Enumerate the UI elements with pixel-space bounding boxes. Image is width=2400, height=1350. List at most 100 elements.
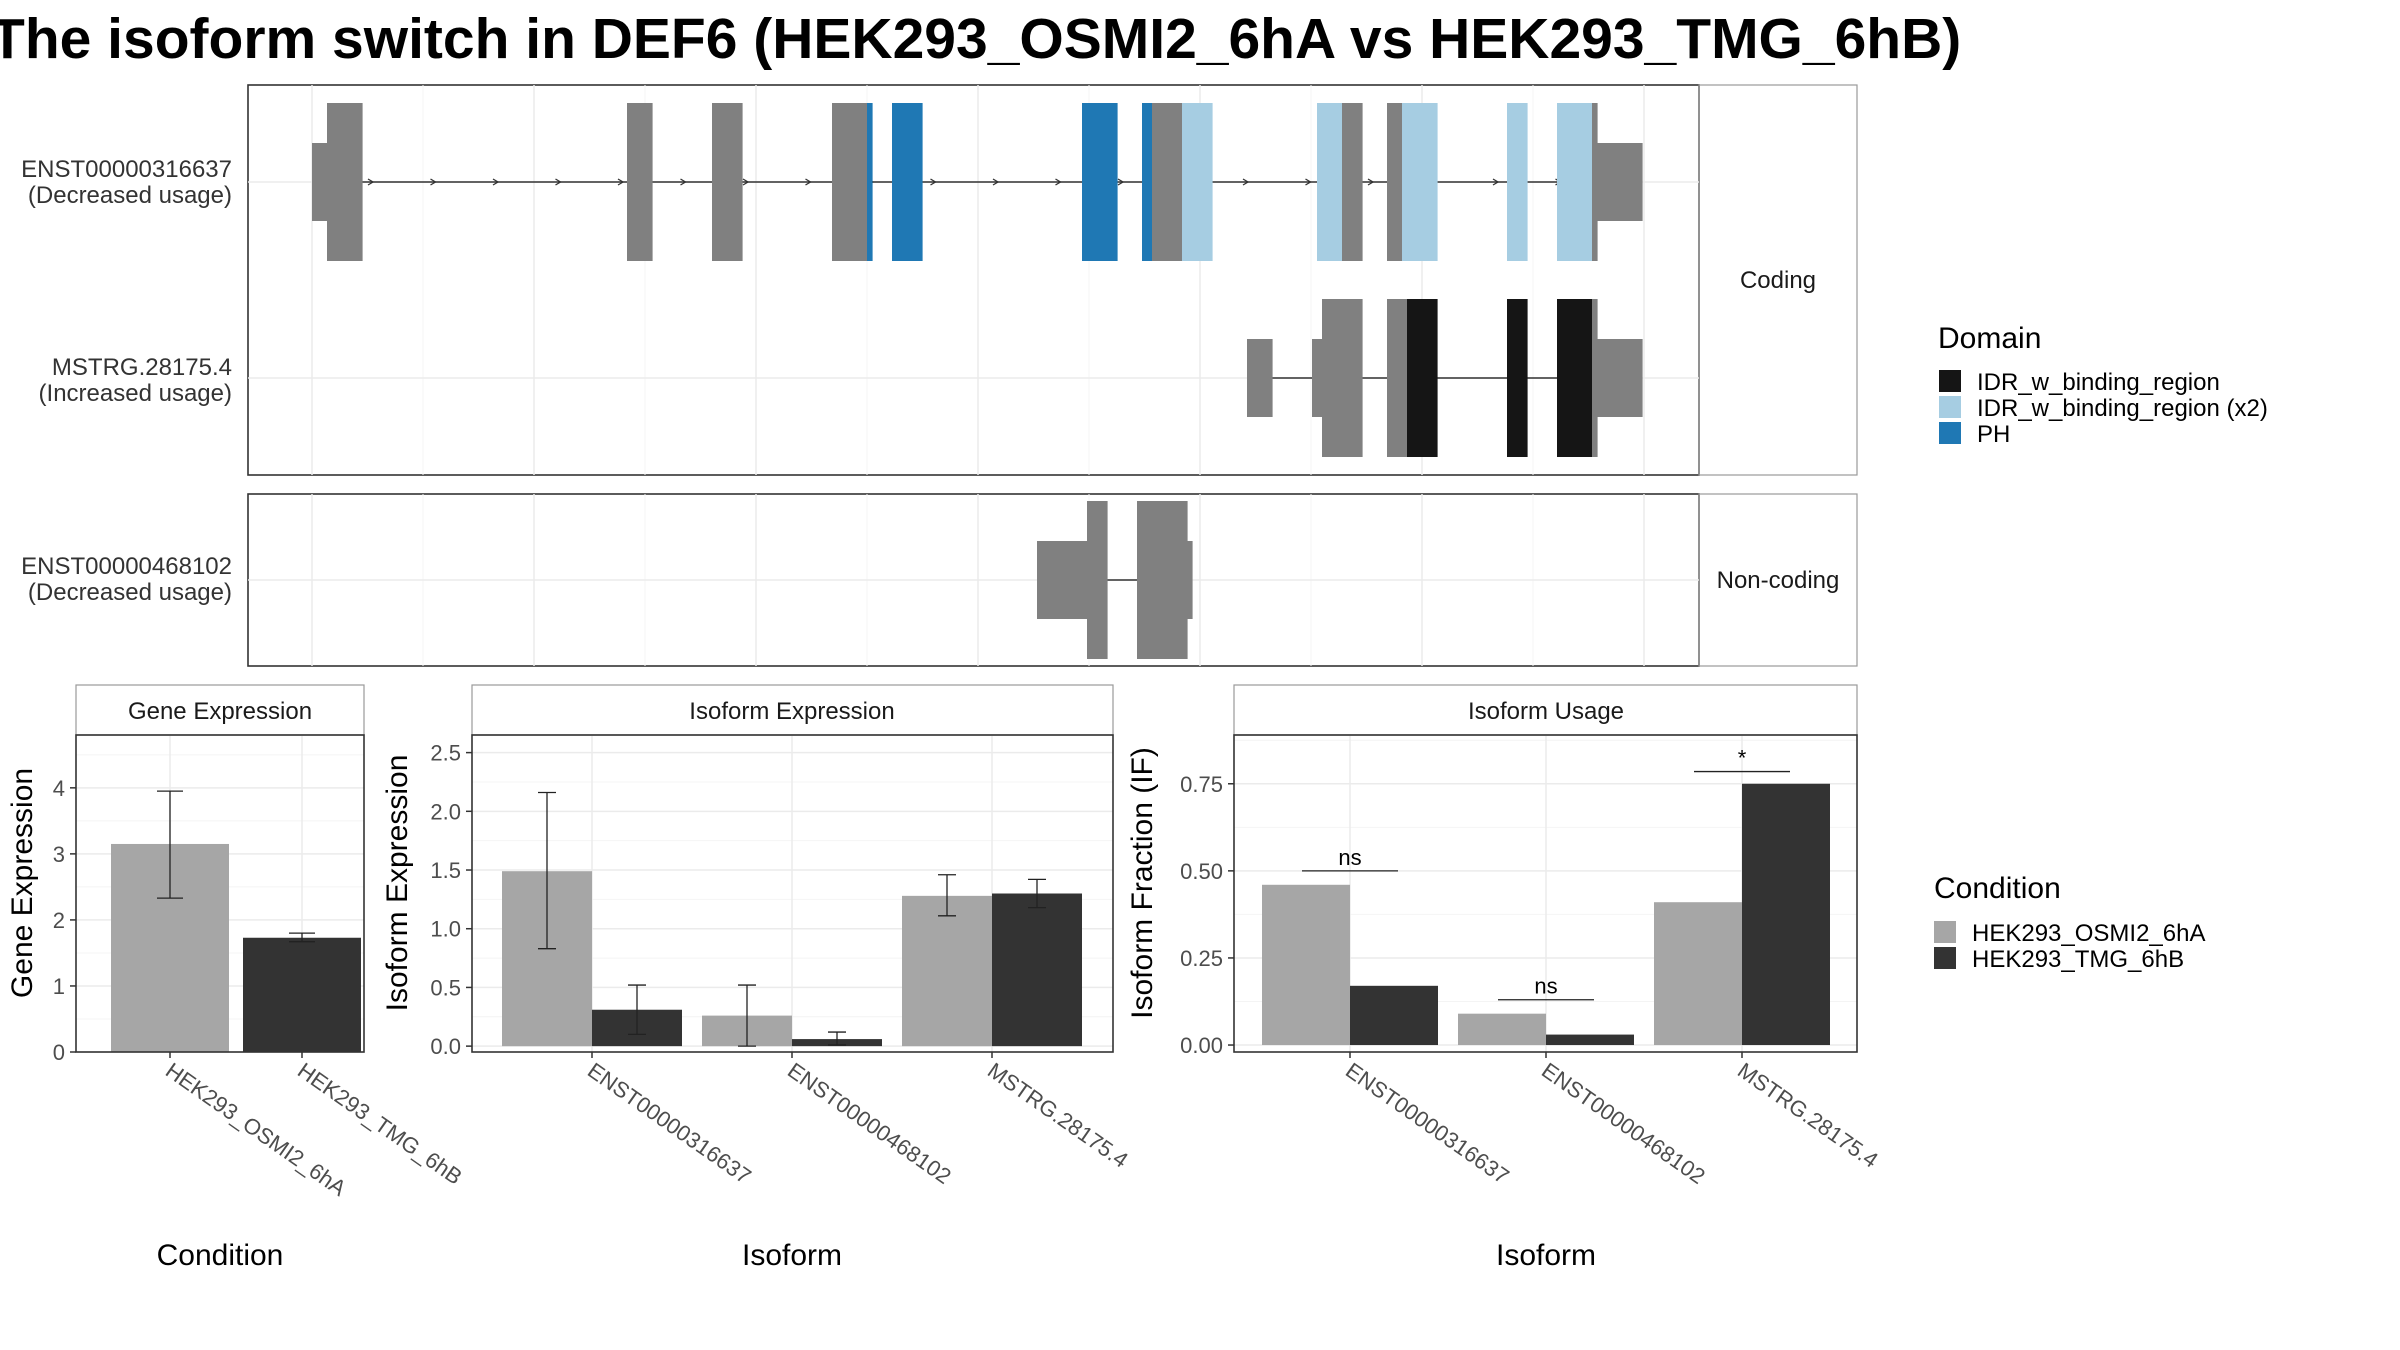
row-label-id: ENST00000468102 (21, 553, 232, 580)
coding-strip (1698, 84, 1858, 476)
strand-arrow (1055, 178, 1062, 186)
domain-block (892, 103, 923, 261)
figure-title: The isoform switch in DEF6 (HEK293_OSMI2… (0, 7, 1961, 71)
gene-expression-ylabel: Gene Expression (6, 768, 39, 998)
x-tick-label: MSTRG.28175.4 (983, 1058, 1133, 1173)
transcript-ENST00000316637 (312, 103, 1643, 261)
domain-block (1182, 103, 1213, 261)
bar (1350, 985, 1438, 1046)
legend-swatch-osmi2 (1934, 921, 1956, 943)
y-tick-label: 0.0 (430, 1034, 461, 1059)
domain-legend-title: Domain (1938, 322, 2041, 355)
exon-block (1597, 339, 1643, 417)
isoform-usage-plot: 0.00 0.25 0.50 0.75 ns ns * ENST00000316637 ENST… (1180, 734, 1883, 1189)
exon-block (312, 143, 328, 221)
strand-arrow (680, 178, 687, 186)
condition-legend-title: Condition (1934, 872, 2061, 905)
strand-arrow (992, 178, 1000, 186)
noncoding-grid (248, 494, 1699, 666)
strand-arrow (930, 178, 937, 186)
row-label-id: ENST00000316637 (21, 156, 232, 183)
transcript-MSTRG.28175.4 (1247, 299, 1643, 457)
legend-swatch-ph (1939, 422, 1961, 444)
legend-swatch-idr (1939, 370, 1961, 392)
strand-arrow (742, 178, 750, 186)
exon-block (1342, 103, 1363, 261)
exon-block (1387, 103, 1403, 261)
bar (1742, 783, 1830, 1046)
bar (992, 893, 1082, 1047)
strand-arrow (430, 178, 437, 186)
exon-block (327, 103, 363, 261)
isoform-expression-title: Isoform Expression (689, 698, 894, 725)
strand-arrow (1305, 178, 1312, 186)
row-label-usage: (Increased usage) (39, 380, 232, 407)
gene-expression-title: Gene Expression (128, 698, 312, 725)
y-tick-label: 1.5 (430, 858, 461, 883)
legend-label-osmi2: HEK293_OSMI2_6hA (1972, 920, 2205, 947)
coding-grid (248, 85, 1699, 475)
noncoding-strip-label: Non-coding (1717, 567, 1840, 594)
x-tick-label: ENST00000316637 (1341, 1058, 1514, 1189)
legend-swatch-tmg (1934, 947, 1956, 969)
significance-label: ns (1534, 974, 1557, 999)
y-tick-label: 0.00 (1180, 1033, 1223, 1058)
y-tick-label: 0 (53, 1040, 65, 1065)
row-label-id: MSTRG.28175.4 (52, 354, 232, 381)
exon-block (1312, 339, 1323, 417)
exon-block (1597, 143, 1643, 221)
y-tick-label: 0.25 (1180, 946, 1223, 971)
strand-arrow (1492, 178, 1500, 186)
gene-expression-xlabel: Condition (157, 1239, 284, 1272)
isoform-expression-plot: 0.0 0.5 1.0 1.5 2.0 2.5 ENST00000316637 ENST000… (430, 734, 1133, 1189)
structure-facet-coding: Coding ENST00000316637 (Decreased usage)… (21, 84, 1858, 476)
y-tick-label: 0.75 (1180, 772, 1223, 797)
y-tick-label: 2.5 (430, 741, 461, 766)
bar (902, 895, 992, 1047)
domain-block (1142, 103, 1153, 261)
isoform-expression-ylabel: Isoform Expression (381, 755, 414, 1012)
transcript-ENST00000468102 (1037, 501, 1193, 659)
domain-block (1557, 103, 1593, 261)
isoform-usage-chart: Isoform Usage 0.00 0.25 0.50 0.75 ns ns * ENST0… (1126, 684, 1883, 1272)
x-tick-label: ENST00000468102 (1537, 1058, 1710, 1189)
exon-block (1137, 501, 1188, 659)
x-tick-label: ENST00000316637 (583, 1058, 756, 1189)
domain-block (1557, 299, 1593, 457)
exon-block (627, 103, 653, 261)
isoform-usage-xlabel: Isoform (1496, 1239, 1596, 1272)
bar (1262, 884, 1350, 1046)
isoform-usage-ylabel: Isoform Fraction (IF) (1126, 747, 1159, 1019)
strand-arrow (555, 178, 562, 186)
bar (1458, 1013, 1546, 1046)
isoform-expression-xlabel: Isoform (742, 1239, 842, 1272)
legend-label-ph: PH (1977, 421, 2010, 448)
x-tick-label: MSTRG.28175.4 (1733, 1058, 1883, 1173)
y-tick-label: 1 (53, 974, 65, 999)
exon-block (712, 103, 743, 261)
isoform-usage-title: Isoform Usage (1468, 698, 1624, 725)
strand-arrow (1367, 178, 1375, 186)
strand-arrow (617, 178, 625, 186)
coding-strip-label: Coding (1740, 267, 1816, 294)
significance-label: * (1738, 746, 1747, 771)
row-label-usage: (Decreased usage) (28, 579, 232, 606)
structure-facet-noncoding: Non-coding ENST00000468102 (Decreased us… (21, 493, 1858, 667)
bar (1654, 902, 1742, 1046)
domain-block (867, 103, 873, 261)
exon-block (1247, 339, 1273, 417)
exon-block (1187, 541, 1193, 619)
legend-swatch-idr-x2 (1939, 396, 1961, 418)
legend-label-tmg: HEK293_TMG_6hB (1972, 946, 2184, 973)
exon-block (1322, 299, 1363, 457)
y-tick-label: 1.0 (430, 917, 461, 942)
domain-block (1082, 103, 1118, 261)
y-tick-label: 0.5 (430, 975, 461, 1000)
exon-block (1087, 501, 1108, 659)
domain-block (1402, 103, 1438, 261)
exon-block (1387, 299, 1408, 457)
exon-block (1592, 103, 1598, 261)
y-tick-label: 3 (53, 842, 65, 867)
significance-label: ns (1338, 845, 1361, 870)
